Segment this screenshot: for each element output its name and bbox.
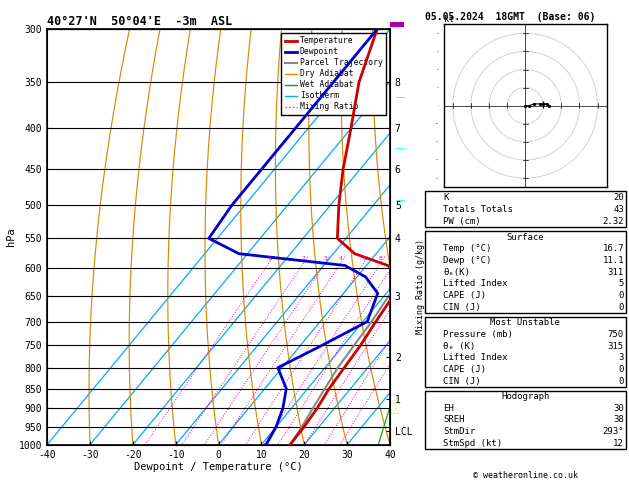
- Text: 38: 38: [613, 416, 624, 424]
- Text: Lifted Index: Lifted Index: [443, 353, 508, 362]
- Text: StmDir: StmDir: [443, 427, 476, 436]
- Text: Hodograph: Hodograph: [501, 392, 549, 401]
- Text: Mixing Ratio (g/kg): Mixing Ratio (g/kg): [416, 239, 425, 334]
- Text: StmSpd (kt): StmSpd (kt): [443, 439, 503, 448]
- Text: CAPE (J): CAPE (J): [443, 291, 486, 300]
- Text: 293°: 293°: [603, 427, 624, 436]
- Text: kt: kt: [444, 15, 454, 24]
- Text: 6: 6: [362, 256, 366, 260]
- Text: 30: 30: [613, 404, 624, 413]
- Text: 2: 2: [302, 256, 306, 260]
- Text: 0: 0: [618, 291, 624, 300]
- Text: CIN (J): CIN (J): [443, 303, 481, 312]
- Text: K: K: [443, 192, 449, 202]
- Text: Pressure (mb): Pressure (mb): [443, 330, 513, 339]
- Text: EH: EH: [443, 404, 454, 413]
- Text: 315: 315: [608, 342, 624, 350]
- Text: Lifted Index: Lifted Index: [443, 279, 508, 288]
- Text: PW (cm): PW (cm): [443, 217, 481, 226]
- Y-axis label: km
ASL: km ASL: [426, 237, 443, 259]
- Text: CAPE (J): CAPE (J): [443, 365, 486, 374]
- Text: 0: 0: [618, 303, 624, 312]
- Text: θₑ(K): θₑ(K): [443, 268, 470, 277]
- Text: © weatheronline.co.uk: © weatheronline.co.uk: [473, 471, 577, 480]
- Text: ──: ──: [395, 93, 405, 102]
- Text: 4: 4: [339, 256, 343, 260]
- Text: ──: ──: [395, 195, 405, 204]
- Text: 05.05.2024  18GMT  (Base: 06): 05.05.2024 18GMT (Base: 06): [425, 12, 595, 22]
- Text: 43: 43: [613, 205, 624, 214]
- Text: Totals Totals: Totals Totals: [443, 205, 513, 214]
- Text: ▀▀: ▀▀: [389, 22, 404, 32]
- Text: 20: 20: [613, 192, 624, 202]
- Text: Surface: Surface: [506, 233, 544, 242]
- Text: 2.32: 2.32: [603, 217, 624, 226]
- X-axis label: Dewpoint / Temperature (°C): Dewpoint / Temperature (°C): [134, 462, 303, 472]
- Text: CIN (J): CIN (J): [443, 377, 481, 385]
- Text: △: △: [393, 406, 399, 415]
- Text: 0: 0: [618, 365, 624, 374]
- Text: Temp (°C): Temp (°C): [443, 244, 492, 253]
- Text: 16.7: 16.7: [603, 244, 624, 253]
- Text: 3: 3: [323, 256, 327, 260]
- Text: θₑ (K): θₑ (K): [443, 342, 476, 350]
- Text: 3: 3: [618, 353, 624, 362]
- Text: Most Unstable: Most Unstable: [490, 318, 560, 327]
- Text: 750: 750: [608, 330, 624, 339]
- Text: 8: 8: [379, 256, 383, 260]
- Text: 1: 1: [267, 256, 271, 260]
- Text: 12: 12: [613, 439, 624, 448]
- Text: 11.1: 11.1: [603, 256, 624, 265]
- Text: ──: ──: [395, 144, 405, 153]
- Text: 311: 311: [608, 268, 624, 277]
- Text: 5: 5: [618, 279, 624, 288]
- Text: 0: 0: [618, 377, 624, 385]
- Y-axis label: hPa: hPa: [6, 227, 16, 246]
- Text: △: △: [393, 397, 399, 405]
- Legend: Temperature, Dewpoint, Parcel Trajectory, Dry Adiabat, Wet Adiabat, Isotherm, Mi: Temperature, Dewpoint, Parcel Trajectory…: [281, 33, 386, 115]
- Text: Dewp (°C): Dewp (°C): [443, 256, 492, 265]
- Text: SREH: SREH: [443, 416, 465, 424]
- Text: 40°27'N  50°04'E  -3m  ASL: 40°27'N 50°04'E -3m ASL: [47, 15, 233, 28]
